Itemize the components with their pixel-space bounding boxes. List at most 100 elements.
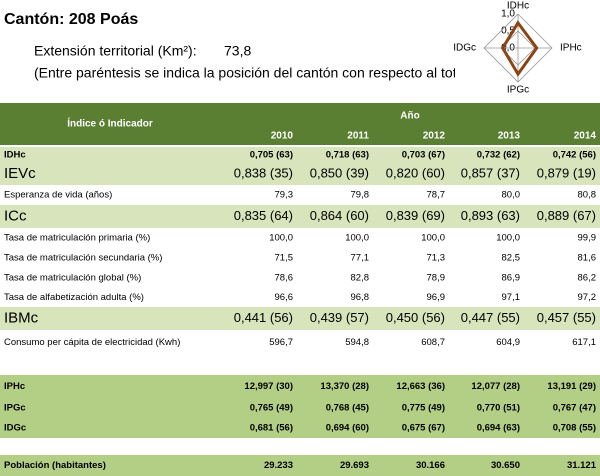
row-bg bbox=[0, 268, 600, 288]
cell: 0,694 (63) bbox=[477, 423, 520, 434]
radar-tick-label: 1,0 bbox=[501, 9, 515, 20]
cell: 0,703 (67) bbox=[402, 150, 445, 161]
cell: 0,450 (56) bbox=[386, 310, 445, 325]
cell: 81,6 bbox=[578, 253, 597, 264]
cell: 0,770 (51) bbox=[477, 403, 520, 414]
cell: 0,742 (56) bbox=[553, 150, 596, 161]
cell: 594,8 bbox=[345, 337, 369, 348]
row-label: IDHc bbox=[4, 150, 26, 161]
cell: 617,1 bbox=[572, 337, 596, 348]
row-bg bbox=[0, 375, 600, 398]
area-value: 73,8 bbox=[224, 43, 251, 59]
cell: 0,447 (55) bbox=[461, 310, 520, 325]
row-bg bbox=[0, 185, 600, 205]
cell: 96,8 bbox=[351, 292, 370, 303]
cell: 100,0 bbox=[345, 233, 369, 244]
year: 2013 bbox=[498, 131, 521, 142]
cell: 77,1 bbox=[351, 253, 370, 264]
row-label: IEVc bbox=[4, 165, 36, 182]
cell: 0,768 (45) bbox=[326, 403, 369, 414]
radar-tick-label: 0,5 bbox=[501, 26, 515, 37]
row-bg bbox=[0, 307, 600, 330]
row-label: ICc bbox=[4, 207, 27, 224]
row-bg bbox=[0, 248, 600, 268]
cell: 0,767 (47) bbox=[553, 403, 596, 414]
cell: 0,694 (60) bbox=[326, 423, 369, 434]
cell: 0,835 (64) bbox=[234, 208, 293, 223]
cell: 80,8 bbox=[578, 190, 597, 201]
row-bg bbox=[0, 398, 600, 418]
row-label: Tasa de matriculación global (%) bbox=[4, 273, 141, 284]
cell: 12,077 (28) bbox=[471, 381, 520, 392]
radar-axis-label: IPGc bbox=[507, 85, 529, 96]
cell: 0,457 (55) bbox=[537, 310, 596, 325]
cell: 31.121 bbox=[567, 460, 597, 471]
cell: 80,0 bbox=[502, 190, 521, 201]
row-bg bbox=[0, 330, 600, 355]
cell: 0,765 (49) bbox=[250, 403, 293, 414]
cell: 71,3 bbox=[427, 253, 446, 264]
cell: 0,839 (69) bbox=[386, 208, 445, 223]
cell: 97,1 bbox=[502, 292, 521, 303]
cell: 29.233 bbox=[264, 460, 293, 471]
cell: 0,705 (63) bbox=[250, 150, 293, 161]
cell: 0,708 (55) bbox=[553, 423, 596, 434]
row-bg bbox=[0, 288, 600, 307]
cell: 0,820 (60) bbox=[386, 165, 445, 180]
row-label: Tasa de matriculación secundaria (%) bbox=[4, 253, 162, 264]
cell: 97,2 bbox=[578, 292, 597, 303]
cell: 0,889 (67) bbox=[537, 208, 596, 223]
cell: 12,663 (36) bbox=[396, 381, 445, 392]
cell: 0,439 (57) bbox=[310, 310, 369, 325]
row-bg bbox=[0, 163, 600, 185]
year: 2010 bbox=[271, 131, 294, 142]
cell: 12,997 (30) bbox=[244, 381, 293, 392]
row-bg bbox=[0, 205, 600, 228]
year-group: Año bbox=[400, 111, 419, 122]
year: 2012 bbox=[423, 131, 446, 142]
cell: 0,675 (67) bbox=[402, 423, 445, 434]
cell: 78,7 bbox=[427, 190, 446, 201]
row-bg bbox=[0, 147, 600, 163]
cell: 0,857 (37) bbox=[461, 165, 520, 180]
row-label: IPGc bbox=[4, 403, 26, 414]
row-bg bbox=[0, 228, 600, 248]
row-label: Tasa de matriculación primaria (%) bbox=[4, 233, 150, 244]
cell: 0,718 (63) bbox=[326, 150, 369, 161]
row-label: Esperanza de vida (años) bbox=[4, 190, 112, 201]
cell: 79,8 bbox=[351, 190, 370, 201]
cell: 100,0 bbox=[269, 233, 293, 244]
cell: 82,8 bbox=[351, 273, 370, 284]
cell: 30.166 bbox=[416, 460, 445, 471]
cell: 0,732 (62) bbox=[477, 150, 520, 161]
cell: 0,864 (60) bbox=[310, 208, 369, 223]
cell: 13,370 (28) bbox=[320, 381, 369, 392]
cell: 0,850 (39) bbox=[310, 165, 369, 180]
row-label: IBMc bbox=[4, 309, 39, 326]
cell: 0,775 (49) bbox=[402, 403, 445, 414]
radar-series bbox=[500, 20, 539, 77]
cell: 86,2 bbox=[578, 273, 597, 284]
row-label: Tasa de alfabetización adulta (%) bbox=[4, 292, 144, 303]
row-bg bbox=[0, 455, 600, 476]
title: Cantón: 208 Poás bbox=[4, 11, 138, 28]
year: 2014 bbox=[574, 131, 597, 142]
note: (Entre paréntesis se indica la posición … bbox=[34, 65, 552, 81]
index-label: Índice ó Indicador bbox=[67, 117, 153, 130]
cell: 78,9 bbox=[427, 273, 446, 284]
year: 2011 bbox=[347, 131, 369, 142]
cell: 0,838 (35) bbox=[234, 165, 293, 180]
cell: 29.693 bbox=[340, 460, 369, 471]
cell: 30.650 bbox=[491, 460, 520, 471]
radar-axis-label: IPHc bbox=[560, 43, 582, 54]
cell: 99,9 bbox=[578, 233, 597, 244]
row-label: Consumo per cápita de electricidad (Kwh) bbox=[4, 337, 180, 348]
cell: 608,7 bbox=[421, 337, 445, 348]
cell: 0,879 (19) bbox=[537, 165, 596, 180]
cell: 78,6 bbox=[275, 273, 294, 284]
radar-axis-label: IDHc bbox=[507, 1, 529, 12]
cell: 100,0 bbox=[421, 233, 445, 244]
cell: 604,9 bbox=[496, 337, 520, 348]
cell: 596,7 bbox=[269, 337, 293, 348]
